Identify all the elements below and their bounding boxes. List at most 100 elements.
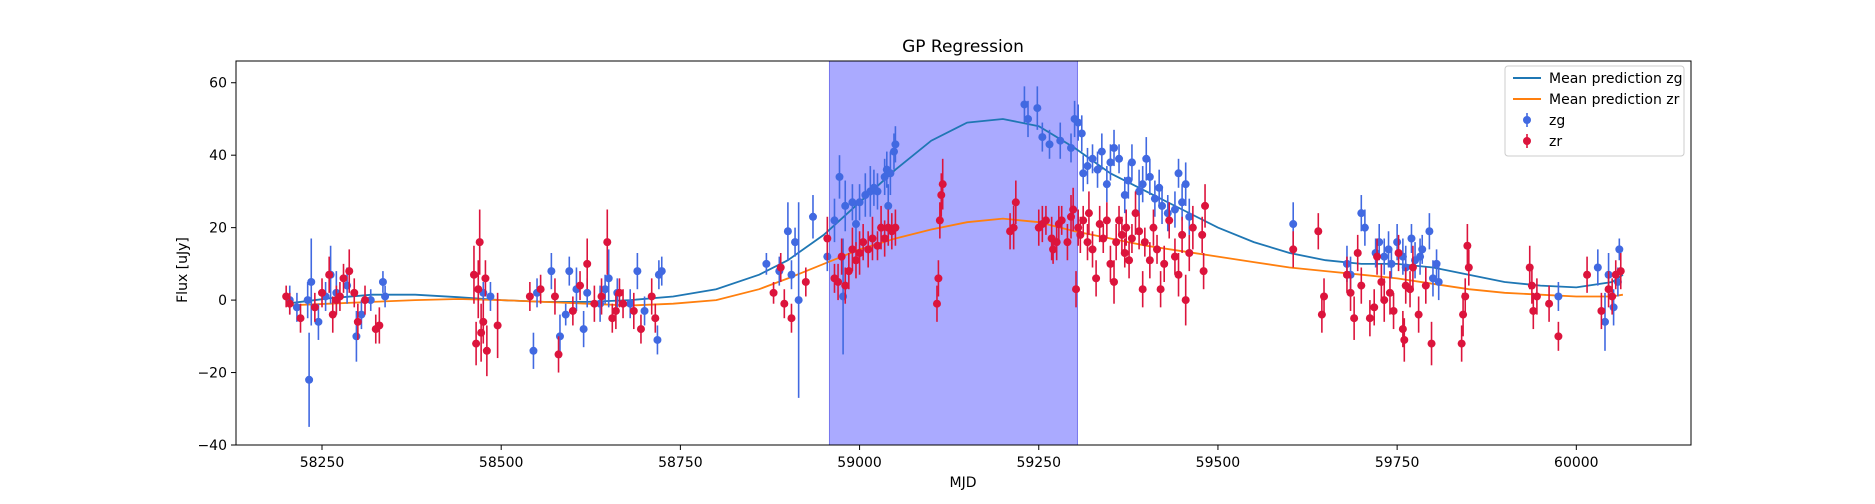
data-point-zr-106 — [1135, 227, 1144, 236]
data-point-zr-1 — [285, 299, 294, 308]
data-point-zg-49 — [851, 220, 860, 229]
data-point-zg-69 — [1074, 118, 1083, 127]
data-point-zr-9 — [339, 274, 348, 283]
data-point-zr-122 — [1199, 267, 1208, 276]
data-point-zg-54 — [873, 187, 882, 196]
data-point-zg-123 — [1615, 245, 1624, 254]
data-point-zg-117 — [1554, 292, 1563, 301]
data-point-zg-11 — [357, 310, 366, 319]
data-point-zr-94 — [1099, 234, 1108, 243]
data-point-zg-62 — [1024, 114, 1033, 123]
data-point-zr-137 — [1380, 296, 1389, 305]
data-point-zr-118 — [1181, 296, 1190, 305]
y-tick-label-20: 20 — [209, 221, 227, 237]
data-point-zg-89 — [1158, 201, 1167, 210]
data-point-zr-3 — [310, 303, 319, 312]
data-point-zr-5 — [325, 270, 334, 279]
data-point-zr-97 — [1110, 277, 1119, 286]
data-point-zr-85 — [1072, 285, 1081, 294]
y-axis-title: Flux [uJy] — [175, 237, 191, 303]
data-point-zr-132 — [1357, 281, 1366, 290]
data-point-zg-57 — [884, 201, 893, 210]
y-tick-label--40: −40 — [197, 438, 227, 454]
data-point-zr-89 — [1083, 238, 1092, 247]
data-point-zg-28 — [604, 274, 613, 283]
data-point-zr-111 — [1153, 245, 1162, 254]
legend-swatch-zr — [1523, 137, 1531, 145]
data-point-zg-109 — [1407, 234, 1416, 243]
data-point-zg-14 — [381, 292, 390, 301]
data-point-zr-78 — [1049, 245, 1058, 254]
data-point-zr-112 — [1156, 285, 1165, 294]
data-point-zr-51 — [837, 252, 846, 261]
data-point-zr-6 — [328, 310, 337, 319]
y-tick-label-60: 60 — [209, 76, 227, 92]
data-point-zr-62 — [880, 234, 889, 243]
data-point-zr-33 — [597, 292, 606, 301]
data-point-zr-24 — [493, 321, 502, 330]
x-axis-title: MJD — [950, 475, 977, 491]
data-point-zr-23 — [482, 346, 491, 355]
data-point-zg-106 — [1393, 238, 1402, 247]
data-point-zr-30 — [576, 281, 585, 290]
data-point-zr-35 — [608, 314, 617, 323]
data-point-zr-19 — [475, 238, 484, 247]
data-point-zg-17 — [529, 346, 538, 355]
data-point-zg-40 — [791, 238, 800, 247]
data-point-zg-114 — [1428, 274, 1437, 283]
data-point-zg-12 — [366, 296, 375, 305]
data-point-zr-104 — [1127, 234, 1136, 243]
data-point-zr-66 — [932, 299, 941, 308]
data-point-zr-10 — [345, 267, 354, 276]
data-point-zr-120 — [1188, 223, 1197, 232]
data-point-zr-60 — [873, 241, 882, 250]
data-point-zr-8 — [335, 292, 344, 301]
data-point-zg-63 — [1033, 104, 1042, 113]
data-point-zg-21 — [561, 310, 570, 319]
data-point-zg-19 — [547, 267, 556, 276]
data-point-zg-99 — [1357, 209, 1366, 218]
data-point-zr-59 — [868, 234, 877, 243]
data-point-zg-31 — [633, 267, 642, 276]
data-point-zr-128 — [1342, 270, 1351, 279]
data-point-zr-155 — [1527, 281, 1536, 290]
data-point-zr-156 — [1529, 306, 1538, 315]
data-point-zg-65 — [1045, 140, 1054, 149]
data-point-zr-119 — [1185, 249, 1194, 257]
data-point-zg-103 — [1380, 252, 1389, 261]
x-tick-label-58250: 58250 — [300, 455, 345, 471]
data-point-zr-39 — [629, 306, 638, 315]
data-point-zg-75 — [1097, 147, 1106, 156]
data-point-zg-85 — [1142, 154, 1151, 163]
data-point-zg-3 — [305, 375, 314, 384]
data-point-zg-81 — [1124, 176, 1133, 185]
data-point-zg-50 — [855, 198, 864, 207]
data-point-zr-37 — [615, 288, 624, 297]
chart-title: GP Regression — [902, 37, 1024, 57]
data-point-zr-158 — [1545, 299, 1554, 308]
data-point-zg-25 — [583, 288, 592, 297]
data-point-zr-98 — [1112, 238, 1121, 247]
data-point-zg-32 — [640, 306, 649, 315]
legend-label-zg: zg — [1549, 113, 1565, 129]
data-point-zr-42 — [651, 314, 660, 323]
data-point-zr-68 — [935, 216, 944, 225]
data-point-zg-83 — [1135, 187, 1144, 196]
data-point-zr-134 — [1370, 303, 1379, 312]
data-point-zr-47 — [801, 277, 810, 286]
data-point-zr-44 — [776, 263, 785, 272]
x-tick-label-58750: 58750 — [658, 455, 703, 471]
plot-frame — [235, 60, 1692, 446]
data-point-zg-100 — [1360, 223, 1369, 232]
data-point-zr-65 — [891, 223, 900, 232]
data-point-zr-56 — [855, 249, 864, 257]
data-point-zr-105 — [1131, 209, 1140, 218]
data-point-zg-13 — [378, 277, 387, 286]
data-point-zg-118 — [1593, 263, 1602, 272]
data-point-zg-41 — [794, 296, 803, 305]
data-point-zg-35 — [657, 267, 666, 276]
data-point-zr-95 — [1102, 216, 1111, 225]
data-point-zg-93 — [1178, 198, 1187, 207]
data-point-zg-64 — [1038, 133, 1047, 142]
data-point-zg-72 — [1083, 162, 1092, 171]
